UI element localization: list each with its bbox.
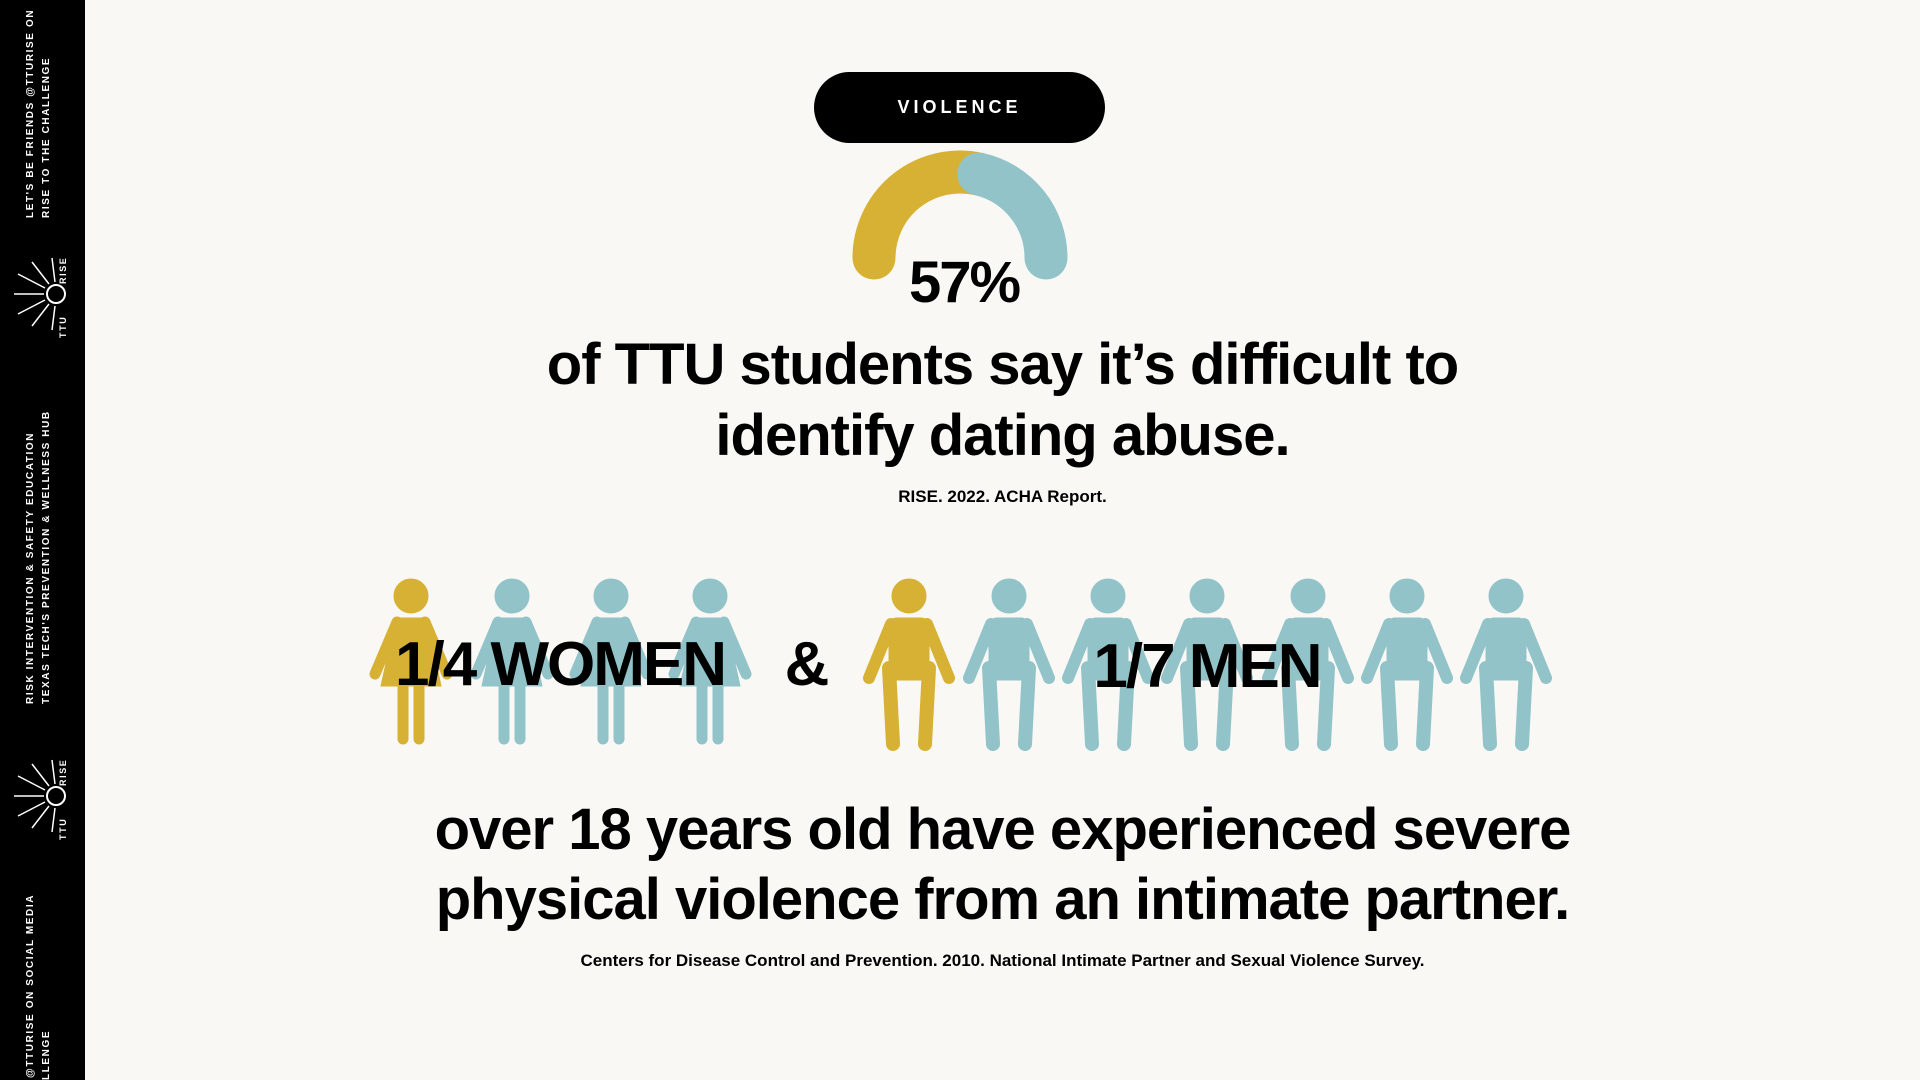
logo-text: TTU <box>58 818 68 840</box>
stat-text: of TTU students say it’s difficult to <box>546 332 1459 397</box>
stat-text: identify dating abuse. <box>715 403 1290 468</box>
category-tag: VIOLENCE <box>814 72 1105 143</box>
statement: over 18 years old have experienced sever… <box>434 797 1572 862</box>
logo: TTU RISE <box>14 759 68 840</box>
source: RISE. 2022. ACHA Report. <box>898 487 1107 506</box>
statement: physical violence from an intimate partn… <box>435 867 1570 932</box>
women-label: 1/4 WOMEN <box>395 630 725 699</box>
stat-value: 57% <box>909 250 1021 315</box>
sidebar-text: RISE TO THE CHALLENGE <box>41 57 52 218</box>
logo-text: RISE <box>58 257 68 284</box>
logo: TTU RISE <box>14 257 68 338</box>
men-label: 1/7 MEN <box>1093 632 1320 701</box>
sidebar-text: LLENGE <box>41 1030 52 1080</box>
sidebar-text: TEXAS TECH'S PREVENTION & WELLNESS HUB <box>41 410 52 704</box>
sidebar: LET'S BE FRIENDS @TTURISE ON RISE TO THE… <box>0 0 85 1080</box>
gauge-rest <box>957 152 1068 280</box>
logo-text: RISE <box>58 759 68 786</box>
source: Centers for Disease Control and Preventi… <box>580 951 1425 970</box>
sidebar-text: LET'S BE FRIENDS @TTURISE ON <box>25 9 36 218</box>
sidebar-text: RISK INTERVENTION & SAFETY EDUCATION <box>25 432 36 704</box>
connector: & <box>785 630 828 699</box>
logo-text: TTU <box>58 316 68 338</box>
sidebar-text: @TTURISE ON SOCIAL MEDIA <box>25 894 36 1078</box>
